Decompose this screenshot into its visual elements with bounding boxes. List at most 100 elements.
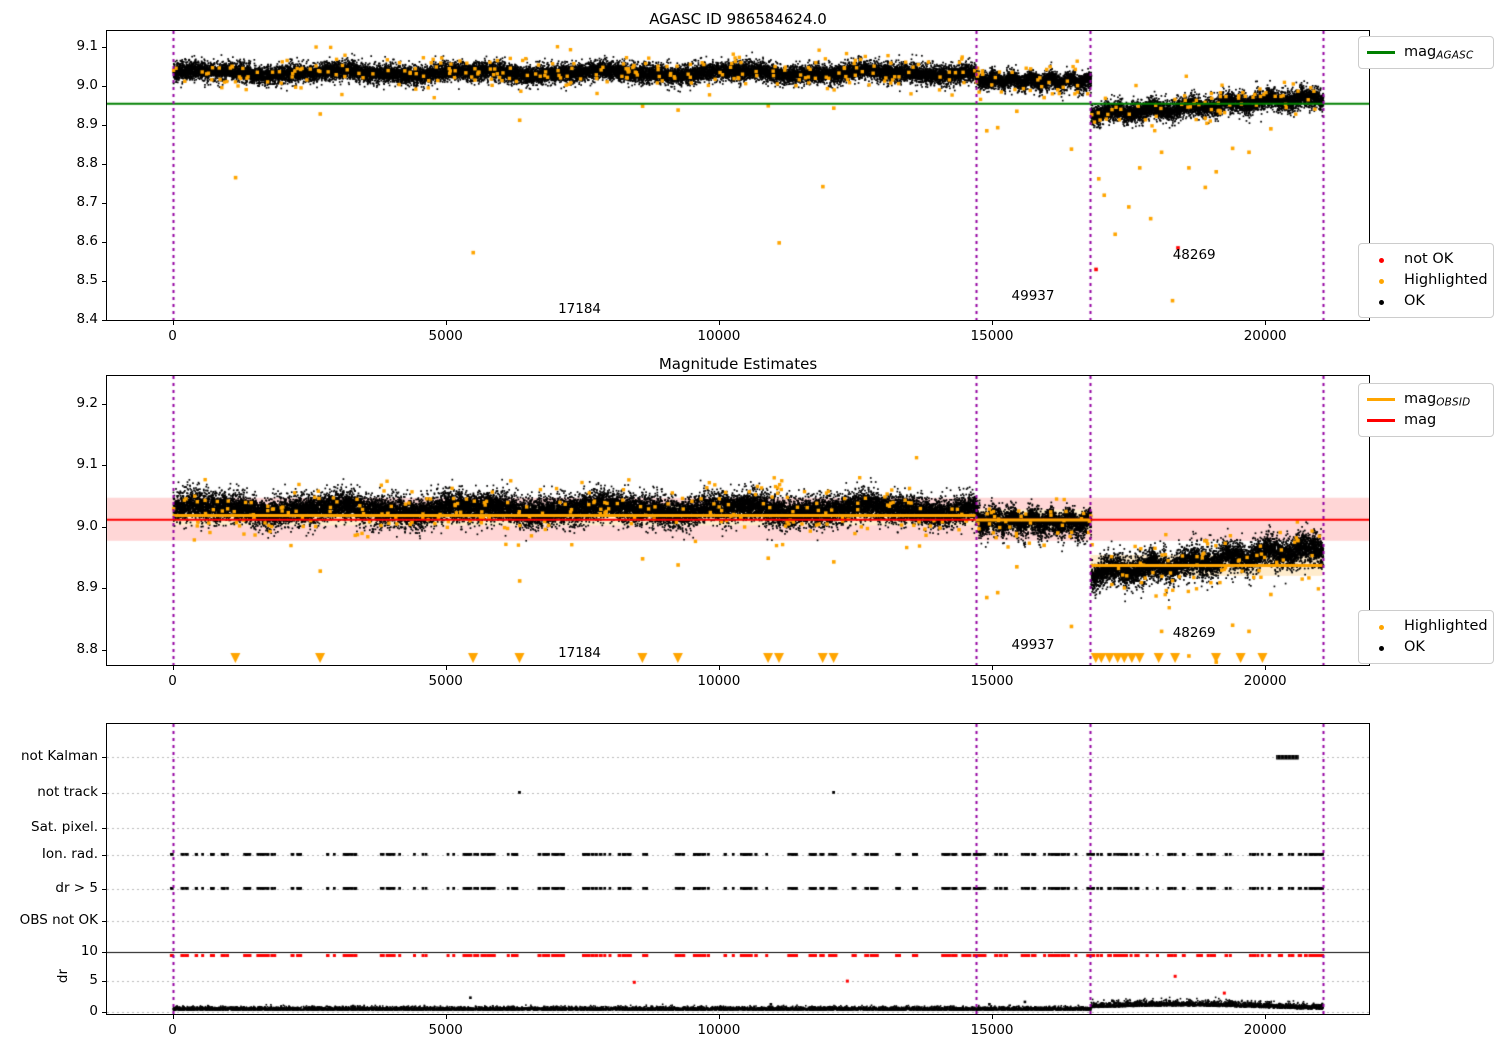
black-dot-swatch — [1367, 637, 1395, 658]
red-line-swatch — [1367, 419, 1395, 423]
orange-dot-swatch — [1367, 616, 1395, 637]
legend-label-mag: mag — [1404, 412, 1437, 429]
legend-item-mag-agasc: magAGASC — [1367, 42, 1485, 63]
obsid-label: 48269 — [1172, 246, 1216, 263]
tick-mark — [992, 666, 993, 670]
legend-item-not-ok: not OK — [1367, 249, 1485, 270]
y-tick-label: 8.9 — [76, 115, 98, 132]
legend-label-mag-agasc: magAGASC — [1404, 44, 1474, 62]
legend-label-ok-2: OK — [1404, 639, 1425, 656]
tick-mark — [446, 321, 447, 325]
tick-mark — [719, 1015, 720, 1019]
tick-mark — [102, 281, 106, 282]
legend-item-ok: OK — [1367, 291, 1485, 312]
tick-mark — [102, 952, 106, 953]
obsid-label: 17184 — [558, 644, 602, 661]
y-tick-label: 8.8 — [76, 154, 98, 171]
legend-item-mag-obsid: magOBSID — [1367, 389, 1485, 410]
x-tick-label: 20000 — [1243, 328, 1287, 344]
legend-item-ok-2: OK — [1367, 637, 1485, 658]
tick-mark — [102, 793, 106, 794]
tick-mark — [173, 321, 174, 325]
panel-magnitude-estimates — [106, 375, 1370, 666]
obsid-label: 48269 — [1172, 625, 1216, 642]
obsid-label: 49937 — [1011, 287, 1055, 304]
tick-mark — [992, 1015, 993, 1019]
x-tick-label: 5000 — [428, 328, 463, 344]
tick-mark — [102, 47, 106, 48]
x-tick-label: 0 — [168, 1022, 177, 1038]
obsid-label: 17184 — [558, 301, 602, 318]
y-tick-label: 8.8 — [76, 640, 98, 657]
tick-mark — [102, 465, 106, 466]
y-tick-label: 9.2 — [76, 394, 98, 411]
legend-item-highlighted-2: Highlighted — [1367, 616, 1488, 637]
x-tick-label: 15000 — [970, 673, 1014, 689]
legend-label-ok: OK — [1404, 293, 1425, 310]
legend-label-not-ok: not OK — [1404, 251, 1454, 267]
panel-agasc-magnitude — [106, 30, 1370, 321]
y-tick-label: 9.1 — [76, 456, 98, 473]
y-tick-label: 8.4 — [76, 311, 98, 327]
panel-flags-and-dr — [106, 723, 1370, 1015]
tick-mark — [1265, 321, 1266, 325]
tick-mark — [446, 1015, 447, 1019]
legend-label-highlighted: Highlighted — [1404, 272, 1488, 289]
tick-mark — [1265, 666, 1266, 670]
panel1-legend-status: not OK Highlighted OK — [1358, 243, 1494, 319]
tick-mark — [102, 164, 106, 165]
x-tick-label: 0 — [168, 328, 177, 344]
y-tick-label: 8.9 — [76, 579, 98, 596]
y-tick-label: 9.0 — [76, 517, 98, 534]
black-dot-swatch — [1367, 291, 1395, 312]
flag-row-label: not track — [37, 784, 98, 800]
panel2-legend-lines: magOBSID mag — [1358, 383, 1494, 438]
tick-mark — [173, 666, 174, 670]
x-tick-label: 15000 — [970, 328, 1014, 344]
tick-mark — [102, 203, 106, 204]
y-tick-label: 9.0 — [76, 76, 98, 93]
tick-mark — [102, 1012, 106, 1013]
tick-mark — [102, 404, 106, 405]
y-tick-label: 8.7 — [76, 193, 98, 210]
obsid-label: 49937 — [1011, 636, 1055, 653]
dr-tick-label: 0 — [89, 1003, 98, 1019]
x-tick-label: 5000 — [428, 1022, 463, 1038]
panel2-title: Magnitude Estimates — [658, 355, 818, 373]
flag-row-label: Sat. pixel. — [31, 819, 98, 835]
x-tick-label: 15000 — [970, 1022, 1014, 1038]
tick-mark — [102, 757, 106, 758]
y-tick-label: 8.6 — [76, 232, 98, 249]
y-tick-label: 9.1 — [76, 37, 98, 54]
flag-row-label: dr > 5 — [55, 880, 98, 896]
flag-row-label: OBS not OK — [19, 912, 98, 928]
legend-label-highlighted-2: Highlighted — [1404, 618, 1488, 634]
panel1-title: AGASC ID 986584624.0 — [649, 10, 827, 28]
x-tick-label: 10000 — [697, 328, 741, 344]
panel2-legend-status: Highlighted OK — [1358, 610, 1494, 665]
tick-mark — [173, 1015, 174, 1019]
tick-mark — [102, 981, 106, 982]
legend-item-mag: mag — [1367, 410, 1485, 431]
orange-dot-swatch — [1367, 270, 1395, 291]
x-tick-label: 5000 — [428, 673, 463, 689]
flag-row-label: Ion. rad. — [41, 846, 98, 862]
dr-tick-label: 10 — [80, 943, 98, 959]
orange-line-swatch — [1367, 398, 1395, 402]
tick-mark — [102, 921, 106, 922]
x-tick-label: 20000 — [1243, 673, 1287, 689]
tick-mark — [102, 828, 106, 829]
tick-mark — [102, 320, 106, 321]
tick-mark — [102, 527, 106, 528]
tick-mark — [102, 855, 106, 856]
red-dot-swatch — [1367, 249, 1395, 270]
x-tick-label: 10000 — [697, 1022, 741, 1038]
tick-mark — [719, 666, 720, 670]
tick-mark — [1265, 1015, 1266, 1019]
tick-mark — [446, 666, 447, 670]
dr-tick-label: 5 — [89, 972, 98, 988]
x-tick-label: 0 — [168, 673, 177, 689]
tick-mark — [102, 889, 106, 890]
tick-mark — [102, 650, 106, 651]
tick-mark — [719, 321, 720, 325]
